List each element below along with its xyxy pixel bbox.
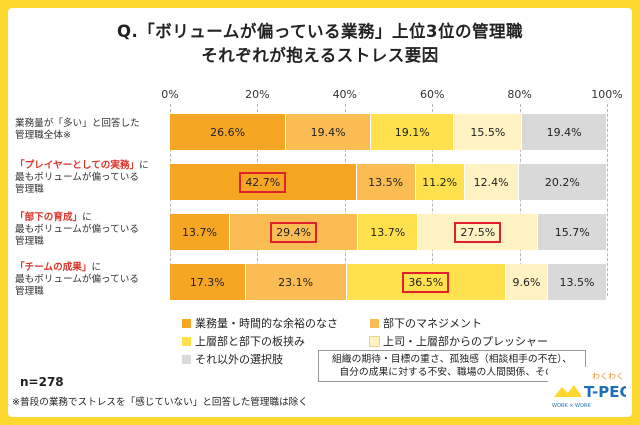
- logo-sub: WORK × WORK: [552, 403, 591, 409]
- note-line: 組織の期待・目標の重さ、孤独感（相談相手の不在）、: [331, 354, 573, 365]
- bar-segment: 36.5%: [346, 264, 507, 300]
- row-label-highlight: 「部下の育成」: [15, 212, 83, 223]
- data-label: 26.6%: [210, 125, 246, 139]
- x-tick-label: 60%: [419, 88, 445, 101]
- data-label: 19.4%: [546, 125, 582, 139]
- row-label-line: 業務量が「多い」と回答した: [15, 118, 140, 129]
- data-label: 20.2%: [544, 175, 580, 189]
- bar-segment: 19.4%: [522, 114, 607, 150]
- legend-item: それ以外の選択肢: [182, 351, 283, 367]
- logo-text: T-PEC: [584, 383, 626, 401]
- bar-segment: 23.1%: [245, 264, 347, 300]
- data-label: 23.1%: [278, 275, 314, 289]
- footnote: ※普段の業務でストレスを「感じていない」と回答した管理職は除く: [12, 397, 308, 408]
- bar-segment: 17.3%: [170, 264, 246, 300]
- bar-segment: 13.7%: [170, 214, 230, 250]
- data-label: 42.7%: [239, 171, 287, 193]
- bar-segment: 15.5%: [454, 114, 523, 150]
- legend-label: 業務量・時間的な余裕のなさ: [195, 317, 338, 330]
- data-label: 36.5%: [402, 271, 450, 293]
- row-label-all-managers: 業務量が「多い」と回答した 管理職全体※: [15, 118, 167, 142]
- x-tick-label: 100%: [591, 88, 623, 101]
- row-label-line: 最もボリュームが偏っている: [15, 172, 139, 183]
- data-label: 19.1%: [394, 125, 430, 139]
- bar-segment: 15.7%: [538, 214, 607, 250]
- bar-segment: 19.4%: [286, 114, 371, 150]
- legend-swatch: [182, 354, 191, 364]
- x-tick-label: 20%: [245, 88, 270, 101]
- row-label-suffix: に: [139, 160, 149, 171]
- bar-segment: 13.5%: [356, 164, 416, 200]
- row-label-suffix: に: [91, 262, 102, 273]
- legend-label: 上層部と部下の板挟み: [195, 335, 305, 348]
- bar-segment: 27.5%: [418, 214, 539, 250]
- gridline: [519, 104, 521, 296]
- bar-segment: 11.2%: [415, 164, 465, 200]
- sample-size: n=278: [20, 375, 64, 389]
- chart-panel: [8, 8, 632, 417]
- data-label: 12.4%: [473, 175, 509, 189]
- x-tick-label: 40%: [332, 88, 358, 101]
- gridline: [344, 104, 346, 296]
- data-label: 15.7%: [554, 225, 590, 239]
- data-label: 27.5%: [454, 221, 502, 243]
- row-label-player-work: 「プレイヤーとしての実務」に 最もボリュームが偏っている 管理職: [15, 160, 167, 196]
- data-label: 11.2%: [422, 175, 458, 189]
- logo-kana: わくわく: [592, 372, 624, 381]
- legend-swatch: [370, 318, 379, 328]
- t-pec-logo: わくわく T-PEC WORK × WORK: [548, 367, 626, 411]
- data-label: 17.3%: [189, 275, 225, 289]
- data-label: 15.5%: [470, 125, 506, 139]
- logo-mountain-icon: [554, 385, 582, 397]
- row-label-staff-development: 「部下の育成」に 最もボリュームが偏っている 管理職: [15, 212, 167, 248]
- row-label-line: 管理職: [15, 236, 44, 247]
- data-label: 13.5%: [559, 275, 595, 289]
- bar-segment: 19.1%: [371, 114, 455, 150]
- data-label: 13.7%: [370, 225, 406, 239]
- row-label-highlight: 「プレイヤーとしての実務」: [15, 160, 140, 171]
- legend-swatch: [369, 335, 380, 347]
- row-label-line: 管理職: [15, 286, 44, 297]
- legend-item: 上層部と部下の板挟み: [182, 333, 305, 349]
- row-label-suffix: に: [82, 212, 92, 223]
- chart-title-line2: それぞれが抱えるストレス要因: [201, 46, 439, 65]
- legend-label: 部下のマネジメント: [383, 317, 482, 330]
- row-label-line: 最もボリュームが偏っている: [15, 224, 139, 235]
- data-label: 9.6%: [512, 275, 541, 289]
- gridline: [170, 104, 171, 296]
- gridline: [607, 104, 608, 296]
- chart-title-line1: Q.「ボリュームが偏っている業務」上位3位の管理職: [117, 22, 523, 41]
- bar-segment: 20.2%: [518, 164, 607, 200]
- note-line: 自分の成果に対する不安、職場の人間関係、その他: [339, 367, 565, 378]
- row-label-line: 管理職全体※: [15, 130, 72, 141]
- legend-item: 業務量・時間的な余裕のなさ: [182, 315, 338, 331]
- other-options-note: 組織の期待・目標の重さ、孤独感（相談相手の不在）、 自分の成果に対する不安、職場…: [318, 350, 586, 382]
- legend-item: 部下のマネジメント: [370, 315, 482, 331]
- row-label-highlight: 「チームの成果」: [15, 262, 92, 273]
- x-tick-label: 80%: [507, 88, 532, 101]
- bar-segment: 13.7%: [358, 214, 419, 250]
- gridline: [257, 104, 259, 296]
- data-label: 29.4%: [270, 221, 318, 243]
- bar-segment: 26.6%: [170, 114, 287, 150]
- row-label-line: 最もボリュームが偏っている: [15, 274, 139, 285]
- legend-label: 上司・上層部からのプレッシャー: [383, 335, 548, 348]
- row-label-line: 管理職: [15, 184, 44, 195]
- row-label-team-results: 「チームの成果」に 最もボリュームが偏っている 管理職: [15, 262, 167, 298]
- x-tick-label: 0%: [161, 88, 179, 101]
- legend-label: それ以外の選択肢: [195, 353, 283, 366]
- legend-swatch: [182, 318, 191, 328]
- bar-segment: 9.6%: [506, 264, 548, 300]
- data-label: 13.5%: [368, 175, 404, 189]
- bar-segment: 13.5%: [548, 264, 607, 300]
- legend-item: 上司・上層部からのプレッシャー: [369, 333, 548, 349]
- gridline: [432, 104, 434, 296]
- data-label: 13.7%: [181, 225, 217, 239]
- bar-segment: 29.4%: [229, 214, 359, 250]
- data-label: 19.4%: [310, 125, 346, 139]
- bar-segment: 42.7%: [170, 164, 357, 200]
- legend-swatch: [182, 336, 191, 346]
- bar-segment: 12.4%: [464, 164, 519, 200]
